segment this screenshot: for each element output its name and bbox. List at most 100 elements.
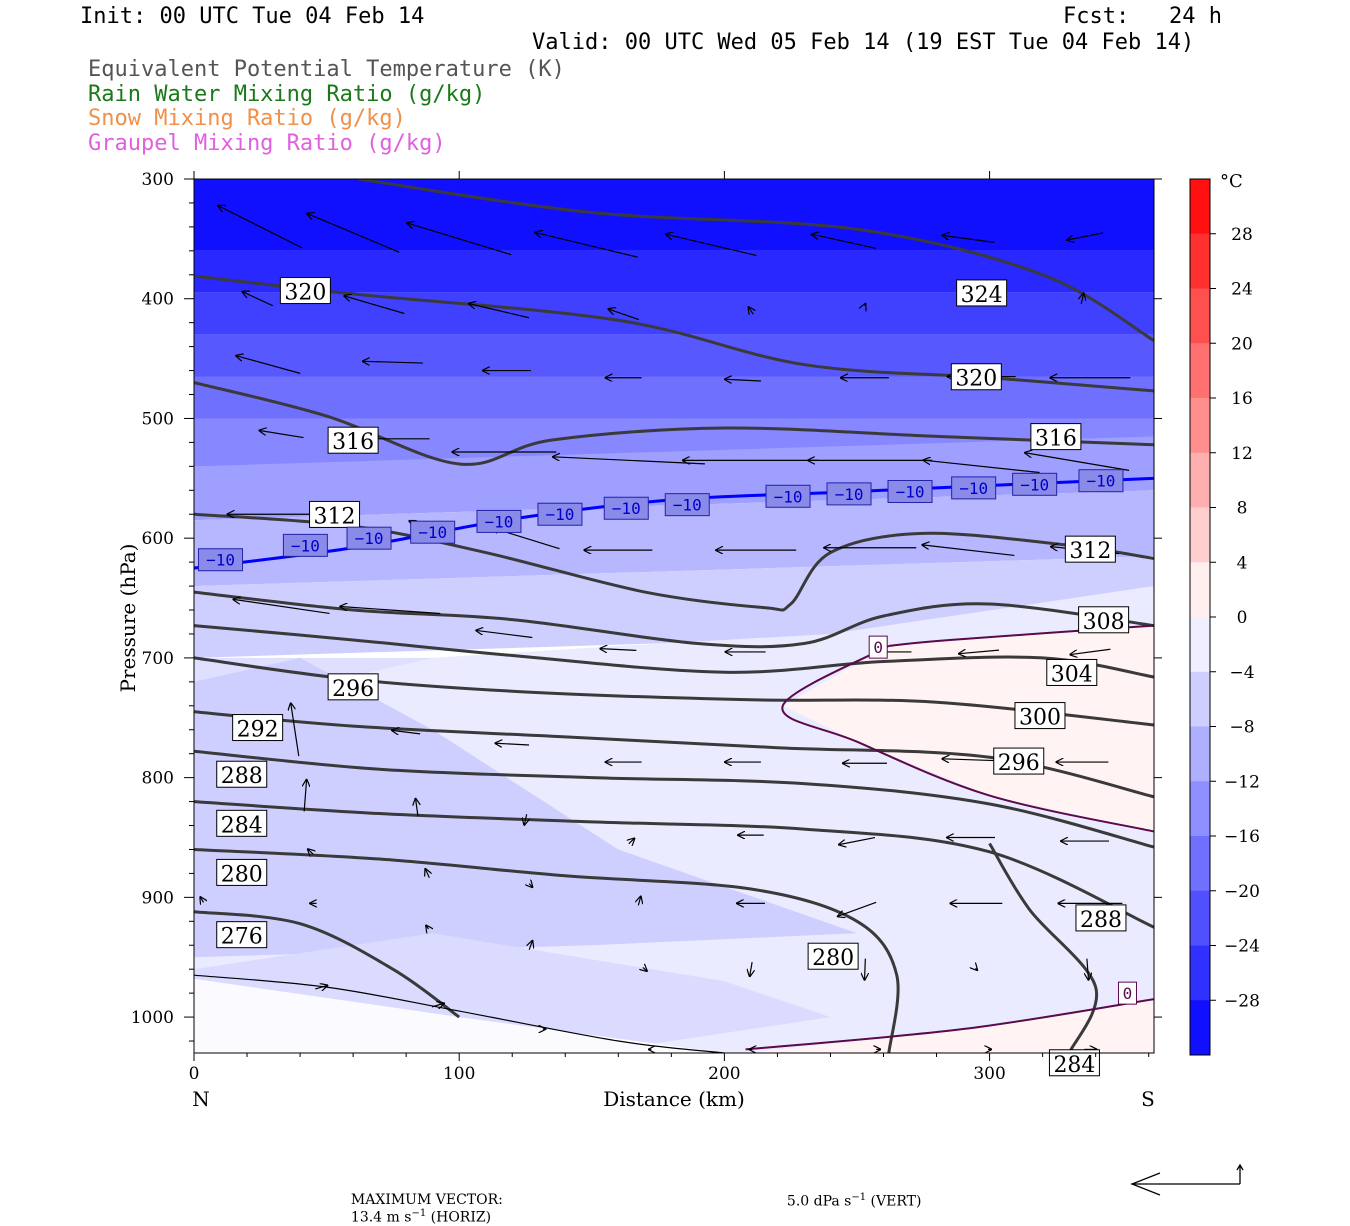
zero-label: 0 [1117,981,1137,1005]
contour-label-text: 288 [221,764,263,789]
wind-vector [291,703,300,757]
colorbar-tick-label: 0 [1237,608,1248,628]
wind-vector [750,962,752,976]
colorbar-tick-label: −20 [1224,882,1260,902]
temperature-band [194,978,725,1053]
wind-vector [469,304,530,319]
contour-label-text: 320 [955,367,997,392]
minus10-label-box [198,548,244,572]
max-vector-footer: MAXIMUM VECTOR: 13.4 m s−1 (HORIZ) [342,1176,512,1226]
colorbar-swatch [1190,288,1210,344]
contour-label-box [1030,423,1082,451]
wind-vector [942,759,995,761]
wind-vector [234,599,330,615]
init-time-label: Init: 00 UTC Tue 04 Feb 14 [80,4,425,29]
wind-vector [304,780,306,812]
wind-vector [529,884,532,888]
minus10-label-text: −10 [1087,472,1116,491]
wind-vector [1087,958,1089,980]
contour-label-text: 316 [1035,427,1077,452]
wind-vector [426,926,428,930]
minus10-label: −10 [476,509,522,533]
y-tick-label: 1000 [131,1008,174,1028]
colorbar-swatch [1190,671,1210,727]
contour-label: 316 [327,426,379,455]
wind-vector [643,967,647,971]
colorbar-swatch [1190,617,1210,673]
contour-label: 308 [1078,606,1130,635]
contour-label-text: 296 [998,751,1040,776]
wind-vector [340,606,441,615]
wind-vector [392,730,421,734]
minus10-label-text: −10 [673,496,702,515]
wind-vector [812,234,876,249]
temperature-band [194,292,1154,335]
x-tick-label: 100 [443,1064,475,1084]
minus10-label-text: −10 [355,529,384,548]
contour-label-box [950,363,1002,391]
theta-e-contour-308 [194,590,1154,649]
zero-label-box [868,635,888,659]
minus10-label-box [1078,469,1124,493]
max-vector-vert: 5.0 dPa s [786,1193,852,1210]
wind-vector [725,379,761,381]
wind-vector [1081,293,1083,305]
minus10-label-text: −10 [291,536,320,555]
wind-vector [629,838,635,843]
theta-e-contours [194,179,1154,1053]
temperature-band [194,490,1154,587]
wind-vector [666,234,757,256]
legend-snow: Snow Mixing Ratio (g/kg) [88,106,406,131]
temperature-band [194,179,1154,251]
colorbar: 28 24 20 16 12 8 4 0 −4 −8 −12 −16 −20 −24 −28 [1189,178,1260,1056]
temperature-contour-0 [745,998,1154,1051]
y-tick-label: 600 [142,529,174,549]
minus10-label: −10 [410,520,456,544]
wind-vector [535,233,638,258]
colorbar-swatch [1190,945,1210,1001]
temperature-band [745,999,1154,1053]
wind-vector [425,869,429,879]
wind-vector [865,958,866,980]
legend-graupel: Graupel Mixing Ratio (g/kg) [88,131,446,156]
colorbar-tick-label: 8 [1237,499,1248,519]
colorbar-swatch [1190,343,1210,399]
theta-e-contour-284 [194,847,900,1053]
contour-label-box [216,858,268,886]
colorbar-tick-label: −4 [1229,663,1254,683]
wind-vector [838,901,877,916]
theta-e-contour-284 [988,842,1099,1053]
x-endpoint-south: S [1141,1087,1155,1111]
contour-label: 316 [1030,423,1082,452]
temperature-band [194,376,1154,419]
contour-label-box [993,747,1045,775]
minus10-label-box [826,482,872,506]
wind-vector [315,985,327,989]
temperature-contour-0 [781,645,1154,833]
contour-label-box [216,809,268,837]
minus10-label-text: −10 [774,487,803,506]
max-vector-horiz-exponent: −1 [411,1208,427,1219]
minus10-label: −10 [1078,469,1124,493]
contour-label: 312 [1064,535,1116,564]
max-vector-horiz: 13.4 m s [350,1209,412,1226]
contour-label: 288 [216,760,268,789]
legend-rain-water: Rain Water Mixing Ratio (g/kg) [88,82,486,107]
wind-vector [608,309,640,321]
contour-label-box [1046,658,1098,686]
contour-label-box [216,760,268,788]
contour-label-box [232,714,284,742]
minus10-label: −10 [664,493,710,517]
contour-label-box [1075,904,1127,932]
max-vector-key-arrows [1130,1163,1244,1196]
y-tick-label: 500 [142,409,174,429]
colorbar-tick-label: 16 [1231,389,1253,409]
colorbar-swatch [1190,726,1210,782]
theta-e-contour-292 [194,749,1154,849]
wind-vector [200,897,203,902]
wind-vector [1070,648,1111,654]
colorbar-tick-label: −28 [1224,991,1260,1011]
temperature-band [194,250,1154,293]
x-endpoint-north: N [192,1087,210,1111]
minus10-label: −10 [346,526,392,550]
